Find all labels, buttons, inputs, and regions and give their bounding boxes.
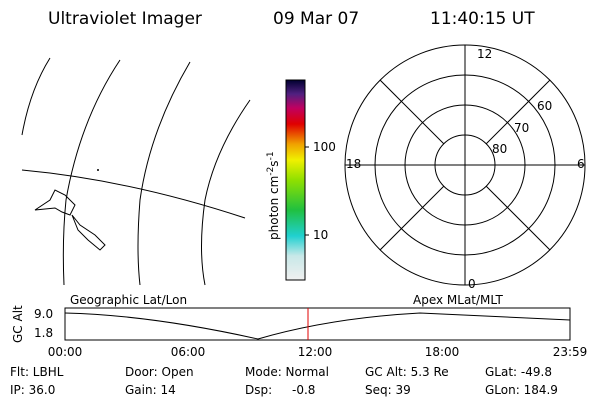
polar-grid <box>344 44 586 286</box>
field: Mode: Normal <box>245 365 329 379</box>
unit: s <box>267 160 281 166</box>
mlt-label: 6 <box>577 157 585 171</box>
colorbar-tick-label: 10 <box>313 228 328 242</box>
mlat-label: 60 <box>537 99 552 113</box>
date: 09 Mar 07 <box>273 9 359 29</box>
y-label: GC Alt <box>11 305 25 343</box>
left-label: Geographic Lat/Lon <box>70 293 187 307</box>
altitude-curve <box>64 312 571 340</box>
x-tick-label: 18:00 <box>425 345 460 359</box>
exponent: -2 <box>266 167 276 176</box>
field: Dsp: <box>245 383 272 397</box>
right-label: Apex MLat/MLT <box>413 293 503 307</box>
x-tick-label: 12:00 <box>298 345 333 359</box>
y-tick-label: 1.8 <box>34 326 53 340</box>
unit: photon cm <box>267 176 281 240</box>
field: Door: Open <box>125 365 194 379</box>
colorbar <box>285 79 306 281</box>
field: Seq: 39 <box>365 383 411 397</box>
altitude-frame <box>64 307 571 341</box>
x-tick-label: 23:59 <box>553 345 588 359</box>
field: IP: 36.0 <box>10 383 55 397</box>
field: Gain: 14 <box>125 383 176 397</box>
mlat-label: 70 <box>514 121 529 135</box>
field: GLat: -49.8 <box>485 365 552 379</box>
y-tick-label: 9.0 <box>34 307 53 321</box>
mlt-label: 0 <box>468 277 476 291</box>
colorbar-label: photon cm-2s-1 <box>266 151 281 240</box>
field: GLon: 184.9 <box>485 383 558 397</box>
time: 11:40:15 UT <box>430 9 535 29</box>
colorbar-tick-label: 100 <box>313 140 336 154</box>
x-tick-label: 06:00 <box>171 345 206 359</box>
mlt-label: 18 <box>346 157 361 171</box>
field: GC Alt: 5.3 Re <box>365 365 449 379</box>
mlt-label: 12 <box>477 47 492 61</box>
mlat-label: 80 <box>492 142 507 156</box>
x-tick-label: 00:00 <box>48 345 83 359</box>
field-value: -0.8 <box>292 383 315 397</box>
title: Ultraviolet Imager <box>48 9 202 29</box>
field: Flt: LBHL <box>10 365 64 379</box>
exponent: -1 <box>266 151 276 160</box>
map <box>21 57 251 286</box>
